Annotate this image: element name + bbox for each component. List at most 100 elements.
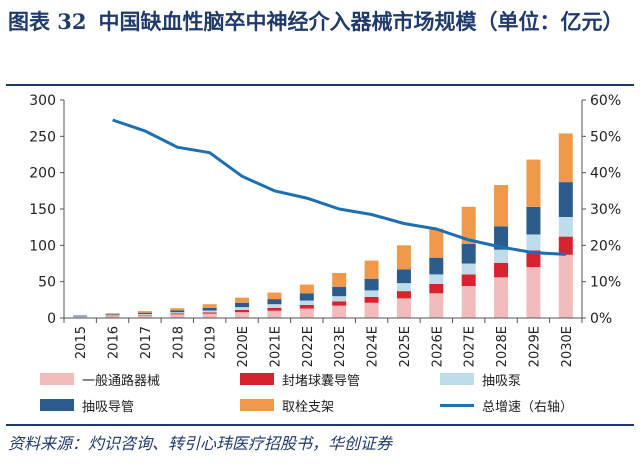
bar-stent_retriever-2030E: [558, 133, 573, 183]
growth-line-group: [112, 118, 566, 256]
bar-aspiration_pump-2017: [137, 314, 152, 315]
y-right-tick-label: 50%: [590, 129, 621, 145]
bar-aspiration_catheter-2024E: [364, 278, 379, 291]
bar-aspiration_catheter-2020E: [235, 302, 250, 308]
bar-embolic-2022E: [299, 304, 314, 309]
figure-number: 图表 32: [8, 9, 87, 34]
x-tick-label: 2018: [171, 326, 186, 359]
bar-aspiration_pump-2025E: [396, 283, 411, 292]
legend-label-general_access: 一般通路器械: [82, 373, 161, 389]
x-tick-label: 2030E: [560, 326, 575, 367]
bar-stent_retriever-2024E: [364, 260, 379, 279]
y-left-tick-label: 200: [29, 166, 56, 182]
legend-item-growth_line: 总增速（右轴）: [440, 396, 620, 415]
x-tick-label: 2019: [204, 326, 219, 359]
bar-aspiration_catheter-2017: [137, 312, 152, 315]
bar-general_access-2021E: [267, 310, 282, 318]
bar-embolic-2021E: [267, 307, 282, 311]
bar-aspiration_catheter-2018: [170, 310, 185, 313]
top-rule: [6, 84, 634, 86]
bar-embolic-2020E: [235, 310, 250, 313]
x-tick-label: 2016: [107, 326, 122, 359]
bar-embolic-2030E: [558, 236, 573, 255]
bar-general_access-2030E: [558, 254, 573, 318]
bar-embolic-2027E: [461, 274, 476, 287]
bar-general_access-2018: [170, 314, 185, 318]
x-tick-label: 2021E: [268, 326, 283, 367]
bar-embolic-2018: [170, 313, 185, 315]
y-right-tick-label: 20%: [590, 238, 621, 254]
bar-aspiration_pump-2024E: [364, 290, 379, 297]
legend-swatch-embolic: [240, 373, 274, 385]
legend-swatch-growth_line: [440, 403, 474, 407]
bar-aspiration_pump-2019: [202, 310, 217, 313]
legend-item-aspiration_catheter: 抽吸导管: [40, 396, 240, 415]
bar-aspiration_catheter-2022E: [299, 293, 314, 301]
title-text: 中国缺血性脑卒中神经介入器械市场规模（单位：亿元）: [98, 9, 624, 34]
bar-stent_retriever-2028E: [494, 185, 509, 227]
legend-swatch-aspiration_catheter: [40, 399, 74, 411]
bar-general_access-2022E: [299, 308, 314, 318]
bar-general_access-2024E: [364, 302, 379, 318]
bar-stent_retriever-2022E: [299, 284, 314, 294]
bar-stent_retriever-2016: [105, 313, 120, 315]
bar-aspiration_pump-2022E: [299, 300, 314, 305]
x-tick-label: 2022E: [301, 326, 316, 367]
bar-aspiration_pump-2026E: [429, 274, 444, 284]
bar-general_access-2026E: [429, 293, 444, 318]
legend-label-stent_retriever: 取栓支架: [282, 399, 335, 415]
y-left-tick-label: 300: [29, 93, 56, 109]
legend-swatch-stent_retriever: [240, 399, 274, 411]
legend-label-embolic: 封堵球囊导管: [282, 373, 361, 389]
x-tick-label: 2017: [139, 326, 154, 359]
x-tick-label: 2020E: [236, 326, 251, 367]
x-tick-label: 2028E: [495, 326, 510, 367]
bar-embolic-2025E: [396, 291, 411, 299]
bar-general_access-2029E: [526, 267, 541, 318]
bar-aspiration_catheter-2019: [202, 307, 217, 311]
y-right-tick-label: 60%: [590, 93, 621, 109]
bar-aspiration_catheter-2021E: [267, 299, 282, 305]
legend-swatch-aspiration_pump: [440, 373, 474, 385]
bar-stent_retriever-2019: [202, 304, 217, 308]
x-tick-label: 2029E: [527, 326, 542, 367]
legend-label-growth_line: 总增速（右轴）: [482, 399, 574, 415]
y-right-tick-label: 30%: [590, 202, 621, 218]
bar-general_access-2020E: [235, 312, 250, 318]
bar-aspiration_pump-2018: [170, 312, 185, 314]
legend-item-aspiration_pump: 抽吸泵: [440, 370, 620, 389]
bar-embolic-2028E: [494, 262, 509, 278]
bar-stent_retriever-2017: [137, 311, 152, 313]
growth-rate-line: [112, 118, 566, 256]
bar-stent_retriever-2023E: [332, 272, 347, 287]
y-right-tick-label: 10%: [590, 275, 621, 291]
bar-stent_retriever-2020E: [235, 297, 250, 303]
bar-aspiration_catheter-2016: [105, 314, 120, 316]
y-right-tick-label: 40%: [590, 166, 621, 182]
bar-aspiration_catheter-2029E: [526, 206, 541, 235]
bar-embolic-2019: [202, 312, 217, 314]
bar-general_access-2015: [73, 316, 88, 318]
y-left-tick-label: 50: [38, 275, 56, 291]
bar-embolic-2024E: [364, 296, 379, 303]
bar-general_access-2025E: [396, 298, 411, 318]
chart-legend: 一般通路器械 封堵球囊导管 抽吸泵抽吸导管 取栓支架 总增速（右轴）: [40, 370, 620, 415]
bar-aspiration_pump-2029E: [526, 234, 541, 251]
bar-embolic-2029E: [526, 250, 541, 268]
bottom-rule: [6, 424, 634, 426]
bar-embolic-2023E: [332, 301, 347, 306]
y-right-tick-label: 0%: [590, 311, 612, 327]
y-left-tick-label: 150: [29, 202, 56, 218]
legend-swatch-general_access: [40, 373, 74, 385]
bar-aspiration_pump-2030E: [558, 216, 573, 237]
chart-svg: 0 50 100 150 200 250 300 0% 10% 20% 30% 40% 50% 60% 20…: [29, 93, 621, 367]
legend-label-aspiration_catheter: 抽吸导管: [82, 399, 135, 415]
x-tick-label: 2015: [74, 326, 89, 359]
bar-aspiration_catheter-2027E: [461, 243, 476, 264]
x-tick-label: 2025E: [398, 326, 413, 367]
bar-aspiration_catheter-2023E: [332, 286, 347, 297]
y-left-tick-label: 250: [29, 129, 56, 145]
bar-stent_retriever-2018: [170, 308, 185, 311]
x-tick-label: 2027E: [463, 326, 478, 367]
bar-aspiration_catheter-2015: [73, 315, 88, 317]
